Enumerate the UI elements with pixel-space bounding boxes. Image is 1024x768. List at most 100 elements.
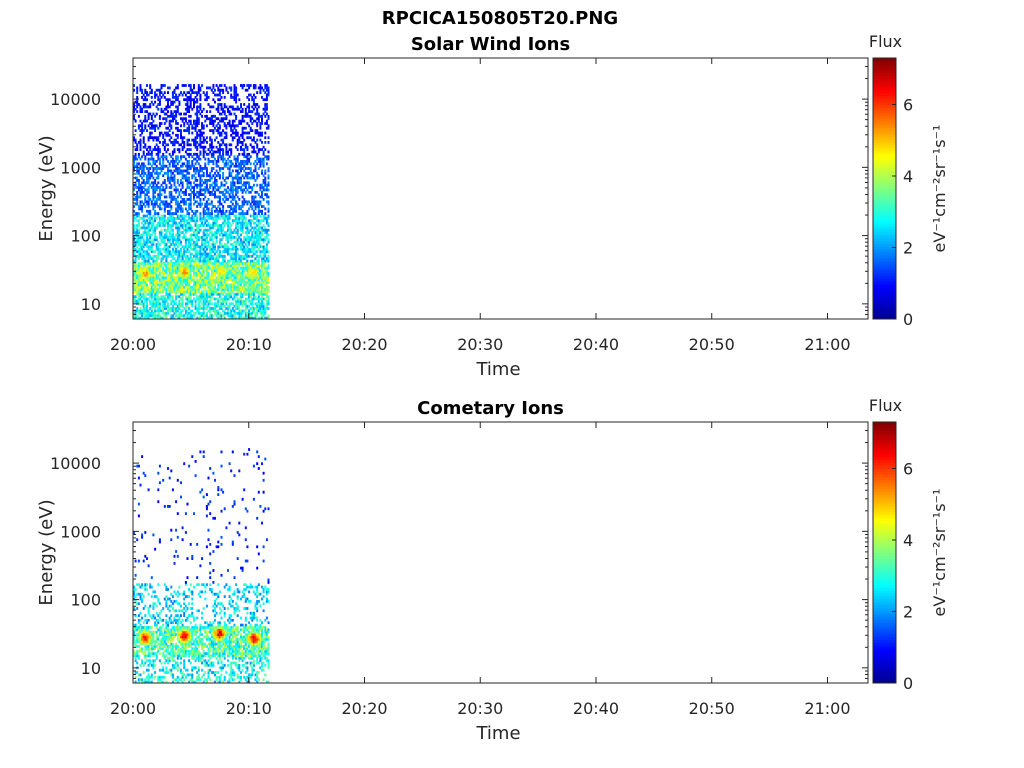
heatmap-cell xyxy=(223,269,226,272)
heatmap-cell xyxy=(142,262,145,265)
heatmap-cell xyxy=(133,224,135,227)
heatmap-cell xyxy=(235,100,238,104)
heatmap-cell xyxy=(248,266,251,270)
heatmap-cell xyxy=(241,143,244,147)
heatmap-cell xyxy=(259,200,262,204)
heatmap-cell xyxy=(176,155,179,159)
heatmap-cell xyxy=(197,133,200,137)
heatmap-cell xyxy=(228,285,231,289)
heatmap-cell xyxy=(183,143,186,147)
heatmap-cell xyxy=(259,254,262,258)
heatmap-cell xyxy=(199,245,202,249)
heatmap-cell xyxy=(238,304,241,308)
heatmap-cell xyxy=(191,107,194,111)
heatmap-cell xyxy=(201,236,204,239)
heatmap-cell xyxy=(205,152,208,156)
heatmap-cell xyxy=(251,129,254,132)
heatmap-cell xyxy=(248,228,251,232)
heatmap-cell xyxy=(267,126,270,130)
heatmap-cell xyxy=(261,300,263,303)
heatmap-cell xyxy=(188,285,191,289)
heatmap-cell xyxy=(188,91,191,94)
heatmap-cell xyxy=(201,264,204,268)
heatmap-cell xyxy=(225,152,228,156)
heatmap-cell xyxy=(199,276,202,280)
heatmap-cell xyxy=(194,307,197,310)
heatmap-cell xyxy=(252,138,255,142)
heatmap-cell xyxy=(209,278,212,282)
heatmap-cell xyxy=(202,264,205,268)
heatmap-cell xyxy=(176,266,179,270)
heatmap-cell xyxy=(205,300,208,303)
heatmap-cell xyxy=(251,276,254,280)
heatmap-cell xyxy=(142,174,145,178)
heatmap-cell xyxy=(189,96,192,99)
heatmap-cell xyxy=(210,202,213,206)
heatmap-cell xyxy=(171,271,174,275)
heatmap-cell xyxy=(196,231,199,234)
heatmap-cell xyxy=(225,233,228,237)
heatmap-cell xyxy=(252,262,255,265)
heatmap-cell xyxy=(212,262,215,265)
heatmap-cell xyxy=(244,190,247,194)
heatmap-cell xyxy=(163,302,166,306)
heatmap-cell xyxy=(154,311,157,315)
heatmap-cell xyxy=(238,300,241,303)
heatmap-cell xyxy=(235,205,238,208)
heatmap-cell xyxy=(154,145,157,149)
heatmap-cell xyxy=(136,300,139,303)
heatmap-cell xyxy=(223,183,226,187)
heatmap-cell xyxy=(262,266,265,270)
heatmap-cell xyxy=(193,141,195,144)
heatmap-cell xyxy=(149,311,152,315)
heatmap-cell xyxy=(228,295,231,299)
heatmap-cell xyxy=(194,138,197,142)
heatmap-cell xyxy=(265,290,268,294)
heatmap-cell xyxy=(178,278,181,282)
heatmap-cell xyxy=(220,266,223,270)
heatmap-cell xyxy=(184,271,187,275)
heatmap-cell xyxy=(134,311,137,315)
heatmap-cell xyxy=(170,252,173,256)
heatmap-cell xyxy=(170,228,173,232)
heatmap-cell xyxy=(222,273,225,277)
heatmap-cell xyxy=(265,221,268,225)
heatmap-cell xyxy=(133,597,135,601)
heatmap-cell xyxy=(133,271,135,275)
heatmap-cell xyxy=(158,167,161,170)
heatmap-cell xyxy=(142,283,145,287)
heatmap-cell xyxy=(178,264,181,268)
heatmap-cell xyxy=(160,290,163,294)
heatmap-cell xyxy=(222,290,225,294)
heatmap-cell xyxy=(189,84,192,87)
heatmap-cell xyxy=(170,103,173,106)
heatmap-cell xyxy=(137,228,140,232)
heatmap-cell xyxy=(262,264,265,268)
heatmap-cell xyxy=(235,243,238,246)
heatmap-cell xyxy=(212,205,215,208)
heatmap-cell xyxy=(202,167,205,170)
heatmap-cell xyxy=(197,174,200,178)
heatmap-cell xyxy=(256,233,259,237)
heatmap-cell xyxy=(162,309,165,313)
heatmap-cell xyxy=(157,295,160,299)
colorbar-segment xyxy=(873,113,896,117)
heatmap-cell xyxy=(243,238,246,242)
heatmap-cell xyxy=(134,155,137,159)
heatmap-cell xyxy=(137,219,140,223)
heatmap-cell xyxy=(144,300,147,303)
heatmap-cell xyxy=(136,226,139,230)
heatmap-cell xyxy=(227,304,229,308)
heatmap-cell xyxy=(252,107,255,111)
heatmap-cell xyxy=(136,110,139,113)
heatmap-cell xyxy=(134,628,137,632)
heatmap-cell xyxy=(139,247,142,251)
heatmap-cell xyxy=(171,281,174,284)
colorbar-segment xyxy=(873,84,896,88)
heatmap-cell xyxy=(157,307,160,310)
colorbar-segment xyxy=(873,313,896,317)
heatmap-cell xyxy=(265,288,268,291)
heatmap-cell xyxy=(184,240,187,244)
heatmap-cell xyxy=(133,160,135,163)
heatmap-cell xyxy=(220,316,223,320)
